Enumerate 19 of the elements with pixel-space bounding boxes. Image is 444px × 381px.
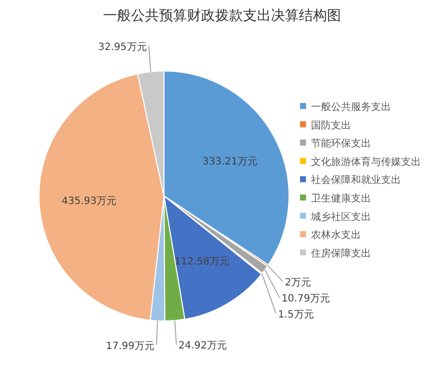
legend-label: 一般公共服务支出 <box>311 101 391 113</box>
chart-title: 一般公共预算财政拨款支出决算结构图 <box>103 8 341 24</box>
legend-label: 住房保障支出 <box>311 247 371 260</box>
legend-label: 国防支出 <box>311 119 351 132</box>
data-label: 435.93万元 <box>62 196 117 207</box>
legend-label: 社会保障和就业支出 <box>311 174 401 186</box>
legend-label: 城乡社区支出 <box>310 210 371 223</box>
legend-label: 文化旅游体育与传媒支出 <box>311 156 421 168</box>
data-label: 1.5万元 <box>278 310 314 321</box>
data-label: 17.99万元 <box>106 340 155 352</box>
legend-label: 卫生健康支出 <box>311 192 371 204</box>
data-label: 2万元 <box>284 278 312 289</box>
data-label: 24.92万元 <box>178 340 228 352</box>
data-label: 112.58万元 <box>174 256 230 268</box>
legend-label: 农林水支出 <box>311 229 361 242</box>
data-label: 333.21万元 <box>202 156 258 168</box>
legend-label: 节能环保支出 <box>311 138 371 150</box>
data-label: 10.79万元 <box>281 294 330 305</box>
data-label: 32.95万元 <box>98 42 147 53</box>
